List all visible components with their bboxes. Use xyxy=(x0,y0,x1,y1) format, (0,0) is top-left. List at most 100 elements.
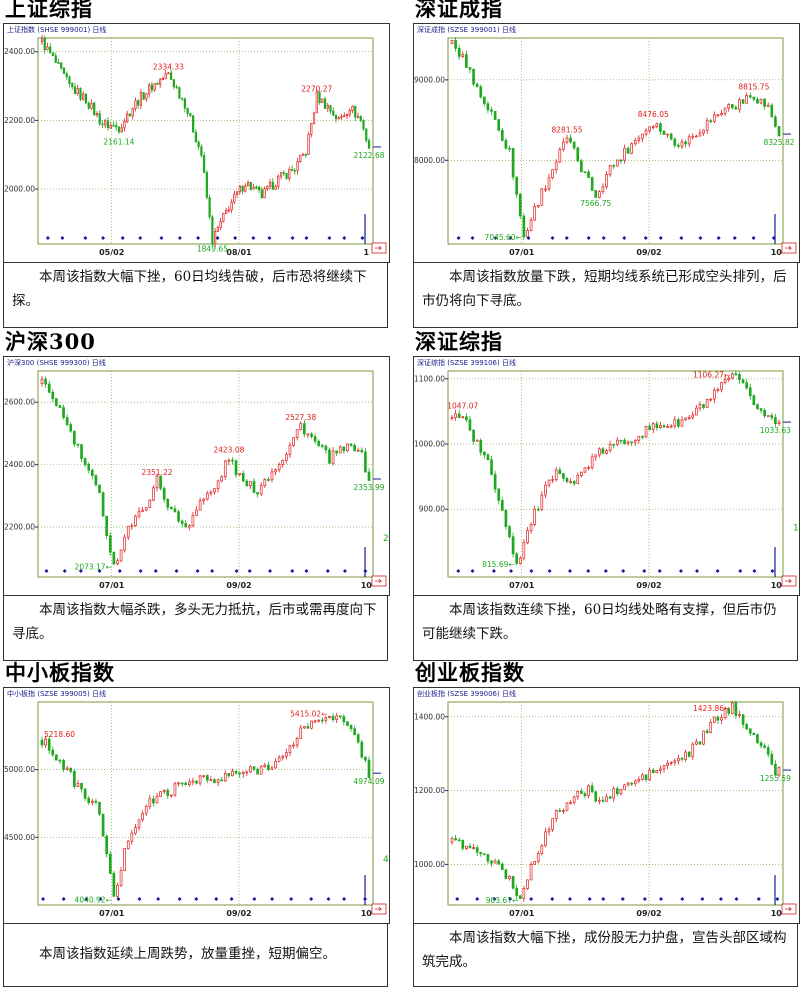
candle-body xyxy=(323,98,327,109)
candle-body xyxy=(293,169,296,172)
signal-marker xyxy=(290,569,295,573)
candle-body xyxy=(65,417,69,425)
signal-marker xyxy=(215,236,220,240)
candle-body xyxy=(150,84,154,91)
candle-body xyxy=(590,177,594,191)
candle-body xyxy=(630,143,633,154)
candle-body xyxy=(238,185,241,193)
candle-body xyxy=(306,726,310,729)
candle-body xyxy=(230,201,233,211)
candle-body xyxy=(594,791,598,802)
signal-marker xyxy=(493,236,498,240)
candle-body xyxy=(44,378,47,385)
candle-body xyxy=(351,105,354,112)
candle-body xyxy=(159,475,162,489)
candle-body xyxy=(94,475,98,486)
candle-body xyxy=(367,471,371,481)
candle-body xyxy=(205,492,209,500)
candle-body xyxy=(569,481,572,483)
candle-body xyxy=(766,415,770,417)
signal-marker xyxy=(492,897,497,901)
candle-body xyxy=(648,769,651,781)
candle-body xyxy=(551,169,554,179)
candle-body xyxy=(500,863,504,871)
chart-box: 上证指数 (SHSE 999001) 日线 2400.00 2200.00 2000… xyxy=(3,23,390,263)
candle-body xyxy=(716,114,720,117)
candle-body xyxy=(126,525,130,538)
candle-body xyxy=(651,126,655,129)
candle-body xyxy=(115,124,118,128)
candle-body xyxy=(565,477,569,482)
candle-body xyxy=(345,114,349,117)
candle-body xyxy=(90,102,93,109)
candle-body xyxy=(569,137,572,143)
candle-body xyxy=(214,231,217,245)
comment-text: 本周该指数放量下跌，短期均线系统已形成空头排列，后市仍将向下寻底。 xyxy=(413,262,798,328)
x-tick-label: 05/02 xyxy=(99,248,124,257)
candle-body xyxy=(104,120,107,126)
candle-body xyxy=(137,819,141,828)
candle-body xyxy=(166,789,170,796)
candle-body xyxy=(216,480,220,489)
candle-body xyxy=(186,107,189,115)
candle-body xyxy=(590,785,594,793)
candle-body xyxy=(565,137,569,143)
candle-body xyxy=(324,445,328,451)
candle-body xyxy=(490,860,493,864)
signal-marker xyxy=(101,236,106,240)
candle-body xyxy=(637,779,641,782)
candle-body xyxy=(511,536,515,555)
candle-body xyxy=(518,895,522,899)
candle-body xyxy=(594,190,598,198)
signal-marker xyxy=(455,897,460,901)
chart-svg: 2400.00 2200.00 2000.00 05/02 08/01 1 2334.33 2… xyxy=(4,34,387,257)
candle-body xyxy=(234,770,238,774)
x-tick-label: 07/01 xyxy=(509,581,535,590)
candle-body xyxy=(633,780,637,784)
chart-label: 沪深300 (SHSE 999300) 日线 xyxy=(7,359,106,367)
candle-body xyxy=(590,456,594,468)
candle-body xyxy=(220,779,223,782)
y-tick-label: 1200.00 xyxy=(414,786,445,795)
candle-body xyxy=(137,511,141,517)
candle-body xyxy=(123,121,126,129)
candle-body xyxy=(312,112,316,124)
candle-body xyxy=(270,471,274,481)
candle-body xyxy=(281,755,285,759)
x-tick-label: 07/01 xyxy=(509,248,535,257)
candle-body xyxy=(637,137,641,141)
signal-marker xyxy=(195,569,200,573)
x-tick-label: 08/01 xyxy=(226,248,252,257)
candle-body xyxy=(493,473,497,490)
candle-body xyxy=(569,802,572,804)
candle-body xyxy=(281,460,285,465)
candle-body xyxy=(601,799,605,802)
candle-body xyxy=(536,204,540,208)
y-tick-label: 1000.00 xyxy=(414,440,445,449)
candle-body xyxy=(241,472,245,482)
candle-body xyxy=(321,98,324,104)
candle-body xyxy=(562,810,565,812)
price-annotation: 5218.60 xyxy=(44,730,75,739)
candle-body xyxy=(58,759,62,762)
candle-body xyxy=(342,446,346,452)
candle-body xyxy=(756,98,759,104)
candle-body xyxy=(547,829,551,833)
candle-body xyxy=(279,172,283,177)
candle-body xyxy=(73,430,76,445)
candle-body xyxy=(540,494,544,510)
candle-body xyxy=(472,847,475,849)
candle-body xyxy=(285,752,288,757)
candle-body xyxy=(188,781,191,786)
candle-body xyxy=(134,515,137,526)
comment-text: 本周该指数大幅下挫，成份股无力护盘，宣告头部区域构筑完成。 xyxy=(413,923,798,987)
candle-body xyxy=(666,762,669,766)
candle-body xyxy=(256,492,259,495)
candle-body xyxy=(558,469,562,474)
candle-body xyxy=(587,171,590,178)
candle-body xyxy=(223,460,227,478)
candle-body xyxy=(328,449,331,464)
candle-body xyxy=(141,812,144,821)
candle-body xyxy=(295,429,299,438)
candle-body xyxy=(142,92,145,100)
